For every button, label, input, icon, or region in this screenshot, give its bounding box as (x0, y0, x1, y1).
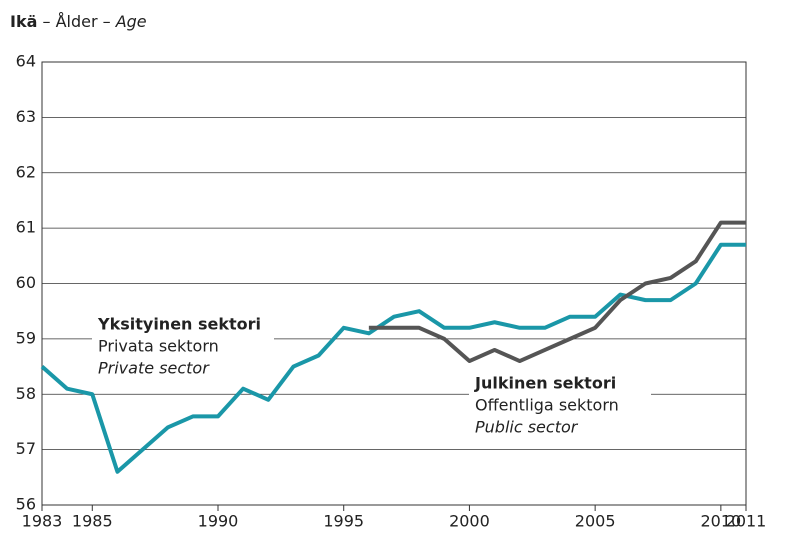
y-tick-label: 57 (16, 439, 36, 458)
series-line (368, 220, 746, 364)
y-tick-label: 59 (16, 328, 36, 347)
x-tick-label: 2005 (575, 512, 616, 531)
series-label-translation: Privata sektorn (98, 337, 219, 356)
x-tick-label: 2011 (726, 512, 767, 531)
label-background (92, 311, 274, 381)
series-label-translation: Offentliga sektorn (475, 396, 619, 415)
title-bold: Ikä (10, 12, 37, 31)
series-label-translation: Private sector (98, 359, 210, 378)
series-label: Julkinen sektori (474, 374, 616, 393)
y-tick-label: 56 (16, 495, 36, 514)
x-tick-label: 1995 (323, 512, 364, 531)
series-label-translation: Public sector (475, 418, 579, 437)
series-label: Yksityinen sektori (97, 315, 261, 334)
title-normal: – Ålder – (37, 12, 115, 31)
x-tick-label: 1983 (22, 512, 63, 531)
plot-frame (41, 61, 747, 506)
x-tick-label: 2010 (700, 512, 741, 531)
x-tick-label: 1990 (198, 512, 239, 531)
title-italic: Age (115, 12, 147, 31)
y-tick-label: 64 (16, 52, 36, 71)
x-tick-label: 2000 (449, 512, 490, 531)
y-tick-label: 58 (16, 384, 36, 403)
y-tick-label: 62 (16, 162, 36, 181)
y-tick-label: 63 (16, 107, 36, 126)
y-tick-label: 60 (16, 273, 36, 292)
y-tick-label: 61 (16, 218, 36, 237)
chart-title: Ikä – Ålder – Age (10, 12, 147, 31)
label-background (469, 370, 651, 440)
x-tick-label: 1985 (72, 512, 113, 531)
